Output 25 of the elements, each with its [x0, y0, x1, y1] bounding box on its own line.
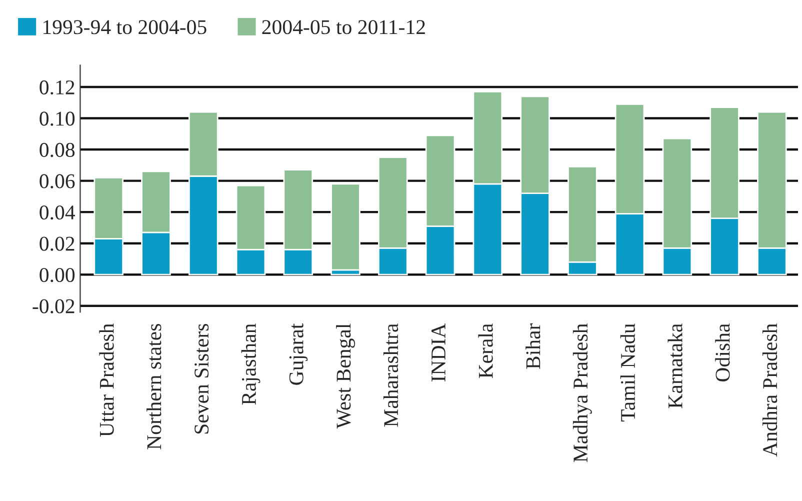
y-tick-label: 0.08 [40, 142, 75, 158]
x-tick-label: INDIA [432, 323, 446, 382]
y-tick-label: 0.12 [40, 80, 74, 95]
y-tick-label: 0.02 [40, 236, 74, 251]
y-tick-label: -0.02 [32, 299, 74, 314]
y-tick-label: 0.04 [40, 205, 76, 220]
x-tick-label: Bihar [526, 323, 540, 369]
x-tick-label: Karnataka [668, 324, 682, 408]
x-tick-label: Maharashtra [383, 324, 398, 427]
x-tick-label: Gujarat [289, 323, 308, 385]
x-tick-label: Tamil Nadu [620, 324, 636, 422]
y-tick-label: 0.00 [40, 268, 75, 282]
x-tick-label: Northern states [146, 324, 162, 450]
x-tick-label: West Bengal [336, 324, 355, 429]
x-tick-label: Odisha [715, 324, 730, 382]
legend-label: 1993-94 to 2004-05 [44, 20, 206, 34]
y-tick-label: 0.10 [40, 112, 75, 126]
x-tick-label: Andhra Pradesh [762, 324, 778, 457]
x-tick-label: Madhya Pradesh [572, 324, 592, 462]
legend-label: 2004-05 to 2011-12 [262, 20, 425, 34]
x-tick-label: Seven Sisters [194, 324, 209, 434]
x-tick-label: Rajasthan [241, 324, 260, 405]
x-tick-label: Uttar Pradesh [99, 324, 114, 437]
x-tick-label: Kerala [478, 324, 493, 378]
y-tick-label: 0.06 [40, 174, 75, 188]
